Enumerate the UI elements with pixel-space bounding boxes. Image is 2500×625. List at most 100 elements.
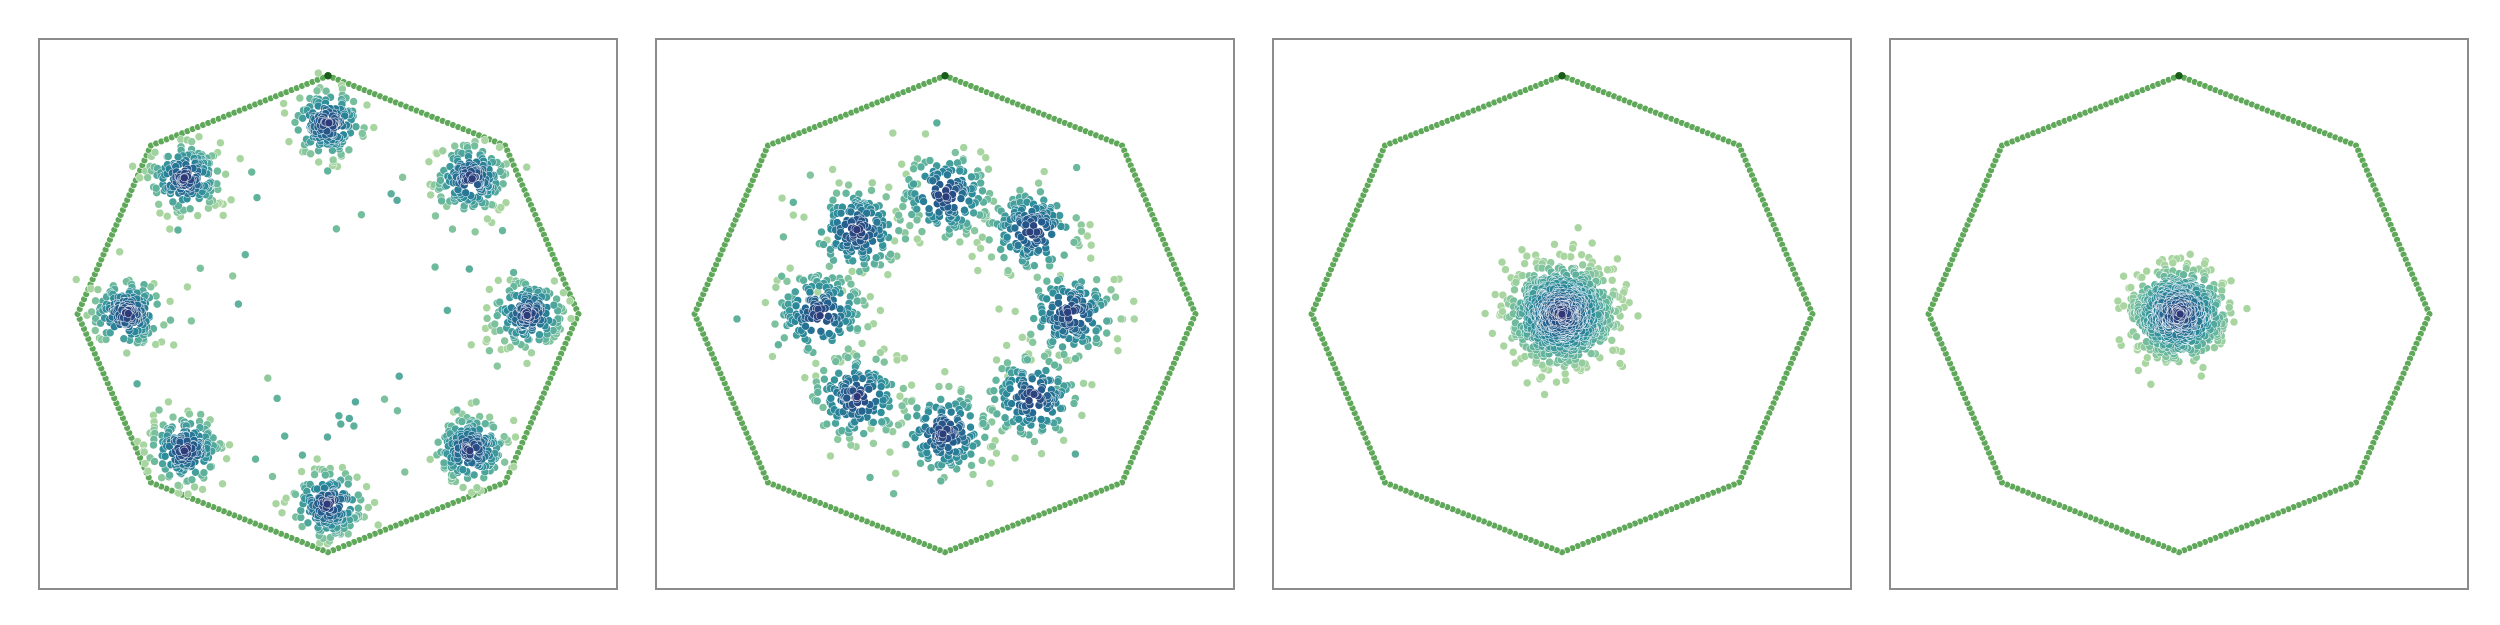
data-point (1522, 378, 1532, 388)
data-point (489, 422, 498, 432)
data-point (955, 237, 965, 247)
data-point (967, 461, 976, 470)
data-point (296, 513, 306, 522)
scatter-plot-1 (72, 68, 583, 556)
data-point (847, 267, 857, 276)
data-point (323, 432, 332, 442)
data-point (818, 403, 828, 412)
data-point (1109, 275, 1119, 284)
data-point (1059, 250, 1069, 260)
data-point (966, 411, 975, 421)
data-point (1488, 329, 1497, 338)
data-point (913, 234, 922, 244)
data-point (1087, 380, 1097, 389)
data-point (1042, 277, 1052, 286)
scatter-plot-3 (1307, 71, 1817, 556)
data-point (1113, 334, 1122, 343)
data-point (394, 372, 404, 381)
data-point (1091, 326, 1101, 336)
data-point (496, 167, 505, 176)
data-point (1608, 276, 1617, 285)
data-point (119, 334, 129, 343)
data-point (87, 307, 96, 317)
data-point (169, 340, 178, 350)
data-point (465, 264, 474, 274)
data-point (298, 450, 307, 460)
data-point (349, 421, 359, 431)
data-point (2119, 271, 2128, 281)
data-point (1083, 231, 1092, 241)
data-point (912, 411, 922, 420)
data-point (1540, 390, 1549, 399)
data-point (842, 393, 852, 403)
data-point (859, 429, 868, 438)
data-point (1002, 233, 1012, 242)
data-point (1106, 285, 1116, 295)
data-point (894, 420, 903, 430)
data-point (527, 348, 536, 357)
data-point (785, 263, 795, 273)
data-point (2225, 303, 2234, 312)
data-point (358, 129, 367, 138)
data-point (344, 145, 354, 155)
data-point (936, 476, 946, 486)
data-point (844, 344, 853, 354)
data-point (825, 329, 834, 338)
data-point (165, 297, 175, 306)
data-point (877, 417, 887, 427)
data-point (221, 170, 230, 179)
data-point (981, 153, 990, 162)
data-point (2137, 273, 2147, 282)
data-point (1633, 311, 1643, 321)
data-point (1111, 292, 1120, 302)
data-point (846, 279, 856, 289)
data-point (1077, 411, 1087, 420)
data-point (328, 155, 338, 165)
data-point (1102, 328, 1111, 338)
data-point (951, 148, 960, 157)
data-point (1079, 379, 1088, 388)
data-point (72, 275, 81, 284)
data-point (805, 288, 815, 297)
data-point (272, 394, 282, 403)
data-point (160, 452, 170, 461)
data-point (122, 348, 131, 358)
data-point (193, 211, 202, 220)
data-point (284, 137, 294, 146)
data-point (2134, 366, 2143, 375)
data-point (1054, 299, 1063, 308)
data-point (770, 319, 780, 329)
data-point (907, 397, 916, 406)
octagon-boundary (1924, 71, 2434, 556)
data-point (155, 208, 165, 218)
data-point (1077, 227, 1086, 236)
data-point (984, 235, 994, 245)
data-point (791, 301, 801, 311)
data-point (1560, 369, 1570, 378)
data-point (867, 186, 876, 195)
data-point (433, 438, 443, 447)
data-point (2197, 371, 2206, 381)
data-point (994, 304, 1004, 314)
data-point (761, 298, 770, 307)
data-point (876, 306, 885, 315)
data-point (1034, 246, 1043, 255)
data-point (812, 396, 822, 406)
data-point (213, 166, 222, 176)
data-point (297, 467, 306, 476)
data-point (154, 200, 163, 209)
data-point (1577, 250, 1586, 259)
data-point (322, 499, 332, 509)
data-point (312, 86, 322, 95)
data-point (826, 394, 836, 403)
data-point (1129, 297, 1138, 306)
data-point (511, 432, 520, 442)
data-point (522, 162, 531, 172)
data-point (303, 518, 313, 528)
data-point (187, 137, 196, 146)
data-point (334, 411, 344, 420)
data-point (128, 162, 137, 171)
data-point (1578, 260, 1587, 270)
data-point (844, 180, 853, 190)
data-point (967, 252, 977, 261)
